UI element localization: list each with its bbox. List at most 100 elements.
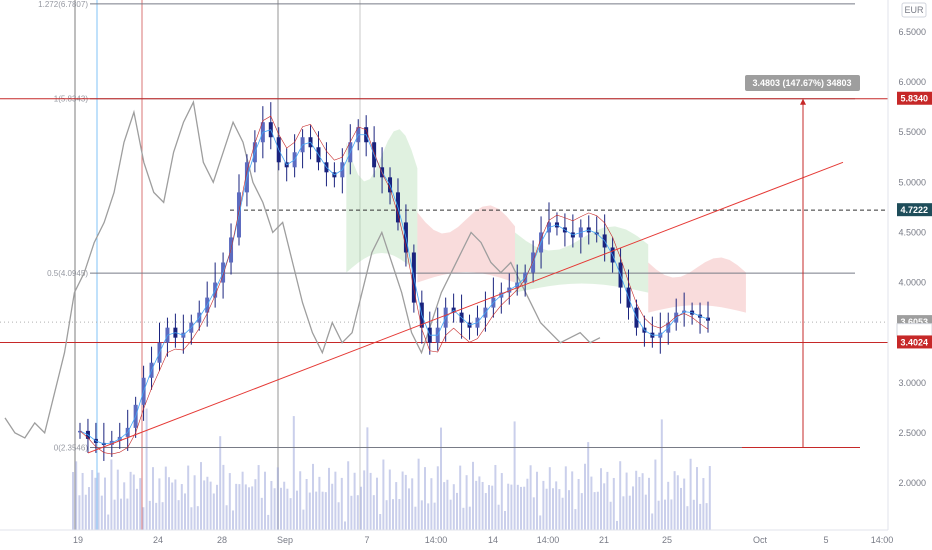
volume-bar: [222, 464, 225, 530]
volume-bar: [94, 477, 97, 530]
fib-level-label: 0(2.3546): [54, 443, 89, 452]
price-axis[interactable]: EUR 6.5000 6.0000 5.5000 5.0000 4.5000 4.0000…: [887, 0, 932, 530]
volume-bar: [398, 499, 401, 530]
volume-bar: [350, 495, 353, 530]
price-tag-label: 3.6053: [900, 317, 928, 327]
volume-bar: [312, 463, 314, 530]
volume-bar: [292, 416, 295, 530]
volume-bar: [360, 486, 362, 530]
volume-bar: [209, 481, 212, 530]
volume-bar: [129, 471, 132, 530]
volume-bar: [702, 478, 705, 530]
ascending-trendline[interactable]: [87, 161, 844, 454]
volume-bar: [97, 472, 100, 530]
volume-bar: [315, 491, 318, 530]
volume-bar: [286, 488, 289, 530]
time-axis[interactable]: 19 24 28 Sep 7 14:00 14 14:00 21 25 Oct 5 14:00: [0, 529, 932, 550]
volume-bar: [238, 484, 241, 530]
volume-bar: [331, 483, 334, 530]
volume-bar: [484, 493, 487, 530]
volume-bar: [369, 472, 372, 530]
time-tick-label: 25: [662, 535, 672, 545]
volume-bar: [619, 461, 622, 530]
volume-bar: [545, 488, 548, 530]
volume-bar: [468, 506, 471, 530]
volume-bar: [683, 478, 686, 530]
volume-bar: [449, 499, 452, 530]
volume-bar: [264, 471, 266, 530]
volume-bar: [366, 427, 369, 530]
volume-bar: [644, 494, 647, 530]
trendline[interactable]: [87, 161, 844, 454]
volume-bar: [363, 470, 366, 530]
volume-bar: [616, 520, 618, 530]
horizontal-lines[interactable]: [0, 98, 888, 343]
volume-bar: [193, 475, 196, 530]
currency-badge[interactable]: [901, 2, 927, 18]
price-axis-background: [888, 0, 932, 530]
candle-body[interactable]: [78, 430, 82, 433]
time-tick-label: 24: [153, 535, 163, 545]
volume-bar: [456, 492, 458, 530]
time-tick-label: Oct: [753, 535, 768, 545]
base-line: [79, 115, 709, 455]
price-tick-label: 4.5000: [898, 227, 926, 237]
volume-bar: [414, 506, 417, 530]
volume-bar: [196, 506, 199, 530]
volume-bar: [481, 481, 484, 530]
volume-bar: [123, 482, 126, 530]
volume-bar: [228, 473, 231, 530]
volume-bar: [443, 482, 446, 530]
time-axis-background: [0, 530, 932, 550]
volume-bar: [203, 480, 206, 530]
measure-label-box: [745, 75, 860, 91]
volume-bar: [75, 461, 78, 530]
volume-bar: [628, 495, 631, 530]
volume-bar: [632, 486, 634, 530]
volume-bar: [104, 477, 106, 530]
time-tick-label: 14:00: [871, 535, 894, 545]
volume-bar: [241, 471, 244, 530]
volume-bar: [472, 461, 474, 530]
price-range-measure[interactable]: 3.4803 (147.67%) 34803: [745, 75, 860, 448]
time-tick-label: 21: [599, 535, 609, 545]
volume-bar: [433, 502, 436, 530]
grid-layer: [74, 0, 361, 530]
volume-bar: [529, 465, 532, 530]
price-tick-label: 6.5000: [898, 27, 926, 37]
volume-bar: [507, 483, 510, 530]
time-tick-label: 28: [217, 535, 227, 545]
volume-bar: [427, 503, 430, 530]
volume-bar: [254, 479, 257, 530]
volume-bar: [420, 500, 423, 530]
time-tick-label: 19: [73, 535, 83, 545]
time-tick-label: 7: [364, 535, 369, 545]
volume-bar: [158, 478, 161, 530]
volume-bar: [148, 500, 151, 530]
volume-bar: [376, 477, 378, 530]
volume-bar: [273, 488, 276, 530]
volume-bar: [660, 419, 663, 530]
time-tick-label: 5: [823, 535, 828, 545]
volume-bar: [648, 477, 650, 530]
volume-bar: [392, 499, 394, 530]
candlesticks[interactable]: [78, 102, 710, 461]
volume-bar: [596, 491, 599, 530]
price-tag-label: 3.4024: [900, 337, 928, 347]
volume-bar: [164, 466, 167, 530]
time-tick-label: 14:00: [425, 535, 448, 545]
volume-bar: [609, 501, 612, 530]
volume-bar: [84, 494, 87, 530]
volume-bar: [305, 479, 308, 530]
volume-bar: [593, 492, 596, 530]
volume-bar: [478, 476, 481, 530]
price-tick-label: 3.0000: [898, 378, 926, 388]
volume-bar: [267, 514, 270, 530]
volume-bar: [542, 480, 545, 530]
volume-bar: [696, 467, 698, 530]
volume-bar: [171, 482, 174, 530]
volume-bar: [452, 484, 455, 530]
volume-bar: [155, 502, 158, 530]
volume-bar: [251, 486, 254, 530]
